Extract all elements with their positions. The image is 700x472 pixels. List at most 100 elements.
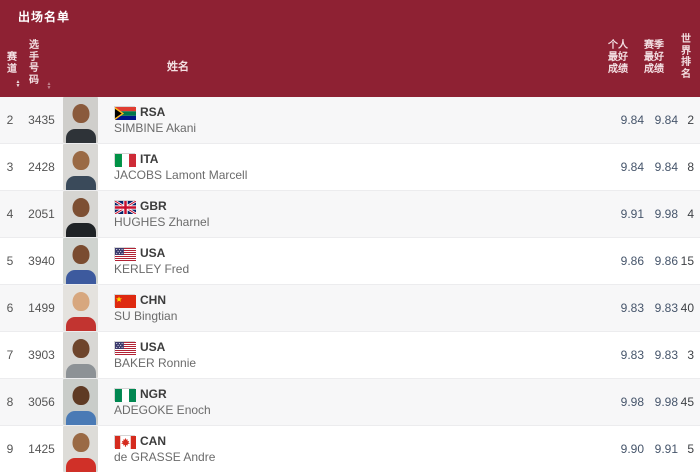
personal-best-value: 9.98 [620, 395, 644, 409]
world-rank-value: 5 [687, 442, 694, 456]
sort-icon-bib[interactable]: ▲ ▼ [46, 81, 52, 91]
bib-number: 2051 [28, 207, 55, 221]
athlete-row[interactable]: 3 2428 ITA JACOBS Lamont Marcell 9.84 9.… [0, 144, 700, 191]
season-best-value: 9.98 [654, 207, 678, 221]
athlete-row[interactable]: 6 1499 CHN SU Bingtian 9.83 9.83 40 [0, 285, 700, 332]
country-code: CHN [140, 293, 166, 307]
world-rank-value: 3 [687, 348, 694, 362]
country-code: NGR [140, 387, 167, 401]
athlete-photo [63, 285, 98, 331]
personal-best-value: 9.90 [620, 442, 644, 456]
avatar [72, 386, 89, 405]
season-best-value: 9.86 [654, 254, 678, 268]
country-code: RSA [140, 105, 166, 119]
column-header-bib[interactable]: 选手号码 [29, 40, 39, 86]
column-header-lane[interactable]: 赛道 [7, 52, 17, 75]
avatar-shoulders [65, 317, 96, 331]
country-code: ITA [140, 152, 159, 166]
lane-number: 5 [6, 254, 14, 268]
athlete-row[interactable]: 8 3056 NGR ADEGOKE Enoch 9.98 9.98 45 [0, 379, 700, 426]
world-rank-value: 40 [680, 301, 694, 315]
athlete-name: BAKER Ronnie [114, 356, 197, 370]
athlete-name-cell: CHN SU Bingtian [114, 293, 612, 323]
athlete-name: ADEGOKE Enoch [114, 403, 211, 417]
athlete-photo [63, 238, 98, 284]
bib-number: 3056 [28, 395, 55, 409]
avatar [72, 292, 89, 311]
athlete-name-cell: USA BAKER Ronnie [114, 340, 612, 370]
country-flag-icon [114, 293, 136, 308]
country-code: GBR [140, 199, 167, 213]
lane-number: 4 [6, 207, 14, 221]
world-rank-value: 2 [687, 113, 694, 127]
country-flag-icon [114, 152, 136, 167]
athlete-photo [63, 191, 98, 237]
column-header-world-rank: 世界排名 [681, 34, 691, 80]
lane-number: 8 [6, 395, 14, 409]
lane-number: 3 [6, 160, 14, 174]
season-best-value: 9.84 [654, 113, 678, 127]
athlete-name: KERLEY Fred [114, 262, 190, 276]
country-flag-icon [114, 340, 136, 355]
world-rank-value: 45 [680, 395, 694, 409]
personal-best-value: 9.86 [620, 254, 644, 268]
start-list: 2 3435 RSA SIMBINE Akani 9.84 9.84 2 3 2… [0, 97, 700, 472]
world-rank-value: 4 [687, 207, 694, 221]
country-flag-icon [114, 246, 136, 261]
athlete-photo [63, 144, 98, 190]
personal-best-value: 9.83 [620, 301, 644, 315]
avatar [72, 104, 89, 123]
athlete-row[interactable]: 2 3435 RSA SIMBINE Akani 9.84 9.84 2 [0, 97, 700, 144]
season-best-value: 9.98 [654, 395, 678, 409]
athlete-name-cell: CAN de GRASSE Andre [114, 434, 612, 464]
athlete-name-cell: NGR ADEGOKE Enoch [114, 387, 612, 417]
world-rank-value: 15 [680, 254, 694, 268]
lane-number: 6 [6, 301, 14, 315]
bib-number: 1425 [28, 442, 55, 456]
page-title: 出场名单 [18, 10, 71, 24]
bib-number: 3903 [28, 348, 55, 362]
column-header-personal-best: 个人最好成绩 [608, 40, 628, 75]
avatar-shoulders [65, 176, 96, 190]
season-best-value: 9.84 [654, 160, 678, 174]
athlete-row[interactable]: 9 1425 CAN de GRASSE Andre 9.90 9.91 5 [0, 426, 700, 472]
avatar [72, 151, 89, 170]
athlete-row[interactable]: 4 2051 GBR HUGHES Zharnel 9.91 9.98 4 [0, 191, 700, 238]
sort-icon-lane[interactable]: ▲ ▼ [15, 79, 21, 89]
country-code: CAN [140, 434, 166, 448]
avatar-shoulders [65, 270, 96, 284]
bib-number: 2428 [28, 160, 55, 174]
season-best-value: 9.83 [654, 348, 678, 362]
bib-number: 1499 [28, 301, 55, 315]
avatar [72, 245, 89, 264]
avatar-shoulders [65, 223, 96, 237]
athlete-photo [63, 97, 98, 143]
athlete-photo [63, 332, 98, 378]
personal-best-value: 9.84 [620, 160, 644, 174]
avatar-shoulders [65, 364, 96, 378]
avatar [72, 433, 89, 452]
athlete-name: HUGHES Zharnel [114, 215, 210, 229]
country-flag-icon [114, 105, 136, 120]
athlete-name: de GRASSE Andre [114, 450, 216, 464]
athlete-row[interactable]: 7 3903 USA BAKER Ronnie 9.83 9.83 3 [0, 332, 700, 379]
lane-number: 2 [6, 113, 14, 127]
bib-number: 3940 [28, 254, 55, 268]
athlete-photo [63, 426, 98, 472]
season-best-value: 9.83 [654, 301, 678, 315]
table-header: 出场名单 赛道 选手号码 姓名 个人最好成绩 赛季最好成绩 世界排名 ▲ ▼ ▲ ▼ [0, 0, 700, 97]
personal-best-value: 9.83 [620, 348, 644, 362]
personal-best-value: 9.84 [620, 113, 644, 127]
lane-number: 7 [6, 348, 14, 362]
season-best-value: 9.91 [654, 442, 678, 456]
bib-number: 3435 [28, 113, 55, 127]
athlete-name-cell: GBR HUGHES Zharnel [114, 199, 612, 229]
personal-best-value: 9.91 [620, 207, 644, 221]
country-flag-icon [114, 387, 136, 402]
athlete-name-cell: USA KERLEY Fred [114, 246, 612, 276]
country-flag-icon [114, 434, 136, 449]
column-header-name: 姓名 [167, 61, 189, 73]
athlete-row[interactable]: 5 3940 USA KERLEY Fred 9.86 9.86 15 [0, 238, 700, 285]
avatar-shoulders [65, 129, 96, 143]
country-code: USA [140, 246, 166, 260]
